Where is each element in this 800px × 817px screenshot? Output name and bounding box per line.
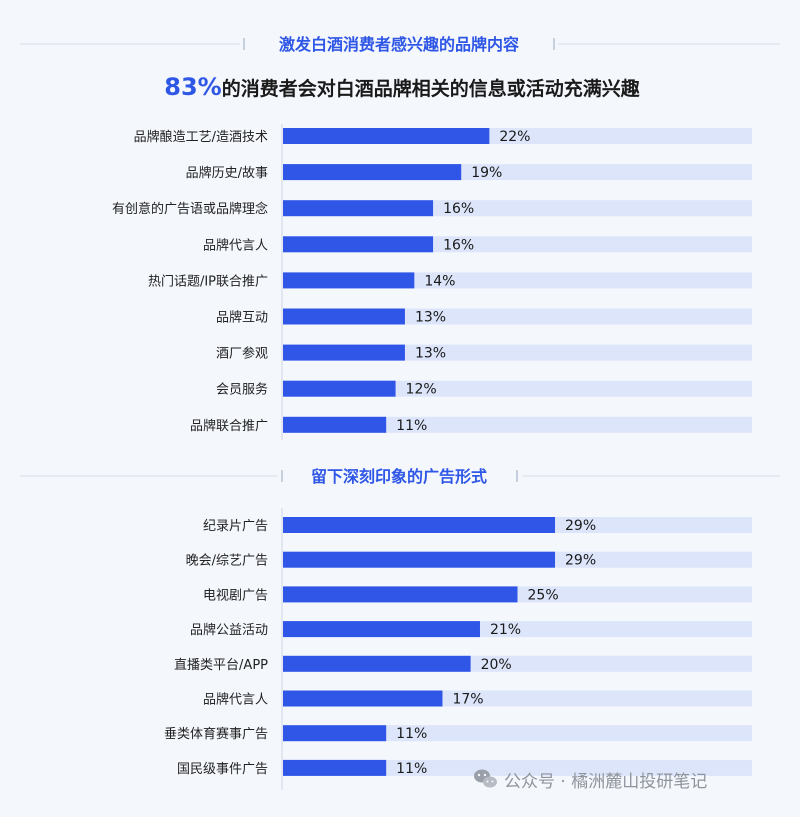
bar bbox=[283, 236, 434, 253]
bar bbox=[283, 128, 490, 144]
category-label: 品牌代言人 bbox=[203, 692, 268, 708]
value-label: 19% bbox=[471, 165, 502, 181]
value-label: 16% bbox=[443, 201, 474, 217]
category-label: 纪录片广告 bbox=[203, 519, 268, 534]
bar bbox=[283, 308, 405, 325]
category-label: 品牌代言人 bbox=[203, 237, 268, 253]
bar-row: 品牌联合推广 11% bbox=[190, 416, 752, 434]
bar bbox=[283, 517, 556, 533]
section2-title-mark-left bbox=[281, 470, 283, 482]
chart-2-bars: 纪录片广告 29% 晚会/综艺广告 29% 电视剧广告 25% 品牌公益活动 21% 直播类平台… bbox=[164, 517, 752, 777]
category-label: 国民级事件广告 bbox=[177, 762, 268, 777]
category-label: 品牌互动 bbox=[216, 310, 268, 326]
bar-row: 国民级事件广告 11% bbox=[177, 759, 752, 777]
value-label: 29% bbox=[565, 518, 596, 534]
bar-row: 会员服务 12% bbox=[216, 380, 752, 398]
category-label: 品牌酿造工艺/造酒技术 bbox=[134, 129, 268, 145]
category-label: 直播类平台/APP bbox=[174, 658, 268, 673]
watermark-text: 公众号 · 橘洲麓山投研笔记 bbox=[504, 772, 707, 792]
category-label: 酒厂参观 bbox=[216, 346, 268, 362]
bar bbox=[283, 380, 396, 397]
value-label: 14% bbox=[424, 273, 455, 289]
section1-title-mark-left bbox=[243, 38, 245, 50]
bar-track bbox=[283, 416, 752, 433]
bar-track bbox=[283, 725, 752, 742]
value-label: 25% bbox=[528, 587, 559, 603]
watermark: 公众号 · 橘洲麓山投研笔记 bbox=[474, 769, 707, 792]
category-label: 会员服务 bbox=[216, 382, 268, 398]
value-label: 13% bbox=[415, 310, 446, 326]
category-label: 晚会/综艺广告 bbox=[186, 554, 268, 569]
bar-row: 纪录片广告 29% bbox=[203, 517, 752, 534]
category-label: 品牌公益活动 bbox=[190, 622, 268, 638]
section1-title: 激发白酒消费者感兴趣的品牌内容 bbox=[279, 35, 519, 54]
bar-row: 品牌公益活动 21% bbox=[190, 621, 752, 638]
value-label: 17% bbox=[452, 692, 483, 708]
bar bbox=[283, 621, 480, 638]
bar-row: 电视剧广告 25% bbox=[203, 586, 752, 603]
bar bbox=[283, 690, 443, 707]
section2-title: 留下深刻印象的广告形式 bbox=[311, 467, 487, 486]
bar-row: 直播类平台/APP 20% bbox=[174, 655, 752, 673]
bar-row: 品牌代言人 17% bbox=[203, 690, 752, 708]
bar-row: 品牌互动 13% bbox=[216, 308, 752, 326]
bar-row: 品牌酿造工艺/造酒技术 22% bbox=[134, 128, 752, 145]
headline: 83%的消费者会对白酒品牌相关的信息或活动充满兴趣 bbox=[164, 73, 640, 101]
value-label: 16% bbox=[443, 237, 474, 253]
bar-row: 垂类体育赛事广告 11% bbox=[164, 725, 752, 742]
headline-percentage: 83% bbox=[164, 73, 221, 101]
bar bbox=[283, 344, 405, 361]
category-label: 热门话题/IP联合推广 bbox=[148, 274, 268, 289]
bar bbox=[283, 416, 387, 433]
wechat-icon bbox=[474, 769, 497, 788]
bar-track bbox=[283, 759, 752, 776]
headline-text: 的消费者会对白酒品牌相关的信息或活动充满兴趣 bbox=[222, 77, 641, 100]
bar bbox=[283, 164, 462, 181]
bar-row: 品牌代言人 16% bbox=[203, 236, 752, 253]
value-label: 13% bbox=[415, 346, 446, 362]
bar bbox=[283, 655, 471, 672]
category-label: 品牌联合推广 bbox=[190, 418, 268, 434]
category-label: 电视剧广告 bbox=[203, 588, 268, 603]
value-label: 12% bbox=[406, 382, 437, 398]
value-label: 22% bbox=[499, 129, 530, 145]
value-label: 21% bbox=[490, 622, 521, 638]
value-label: 29% bbox=[565, 553, 596, 569]
bar-row: 酒厂参观 13% bbox=[216, 344, 752, 362]
value-label: 20% bbox=[481, 657, 512, 673]
bar bbox=[283, 586, 518, 603]
bar-row: 热门话题/IP联合推广 14% bbox=[148, 272, 752, 289]
bar-track bbox=[283, 380, 752, 397]
category-label: 品牌历史/故事 bbox=[186, 165, 268, 181]
value-label: 11% bbox=[396, 726, 427, 742]
bar bbox=[283, 725, 387, 742]
value-label: 11% bbox=[396, 418, 427, 434]
value-label: 11% bbox=[396, 761, 427, 777]
category-label: 有创意的广告语或品牌理念 bbox=[112, 201, 268, 217]
bar bbox=[283, 200, 434, 217]
bar-row: 晚会/综艺广告 29% bbox=[186, 551, 752, 569]
bar-row: 有创意的广告语或品牌理念 16% bbox=[112, 200, 752, 217]
chart-1-bars: 品牌酿造工艺/造酒技术 22%品牌历史/故事 19%有创意的广告语或品牌理念 16%品… bbox=[112, 128, 752, 434]
bar bbox=[283, 272, 415, 289]
section2-title-mark-right bbox=[516, 470, 518, 482]
bar-row: 品牌历史/故事 19% bbox=[186, 164, 752, 181]
bar bbox=[283, 759, 387, 776]
section1-title-mark-right bbox=[553, 38, 555, 50]
category-label: 垂类体育赛事广告 bbox=[164, 726, 268, 742]
bar bbox=[283, 551, 556, 568]
